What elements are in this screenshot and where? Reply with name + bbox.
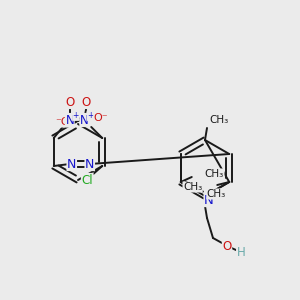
Text: N: N (204, 194, 214, 206)
Text: N: N (67, 158, 76, 170)
Text: O: O (222, 239, 232, 253)
Text: CH₃: CH₃ (207, 189, 226, 199)
Text: N: N (65, 113, 74, 127)
Text: Cl: Cl (81, 173, 93, 187)
Text: O: O (82, 95, 91, 109)
Text: +: + (73, 112, 79, 121)
Text: N: N (85, 158, 94, 170)
Text: ⁻O: ⁻O (55, 117, 70, 127)
Text: CH₃: CH₃ (209, 115, 228, 125)
Text: H: H (237, 245, 245, 259)
Text: O: O (65, 95, 74, 109)
Text: N: N (80, 113, 88, 127)
Text: CH₃: CH₃ (183, 182, 202, 192)
Text: CH₃: CH₃ (205, 169, 224, 179)
Text: O⁻: O⁻ (94, 113, 108, 123)
Text: +: + (87, 112, 93, 121)
